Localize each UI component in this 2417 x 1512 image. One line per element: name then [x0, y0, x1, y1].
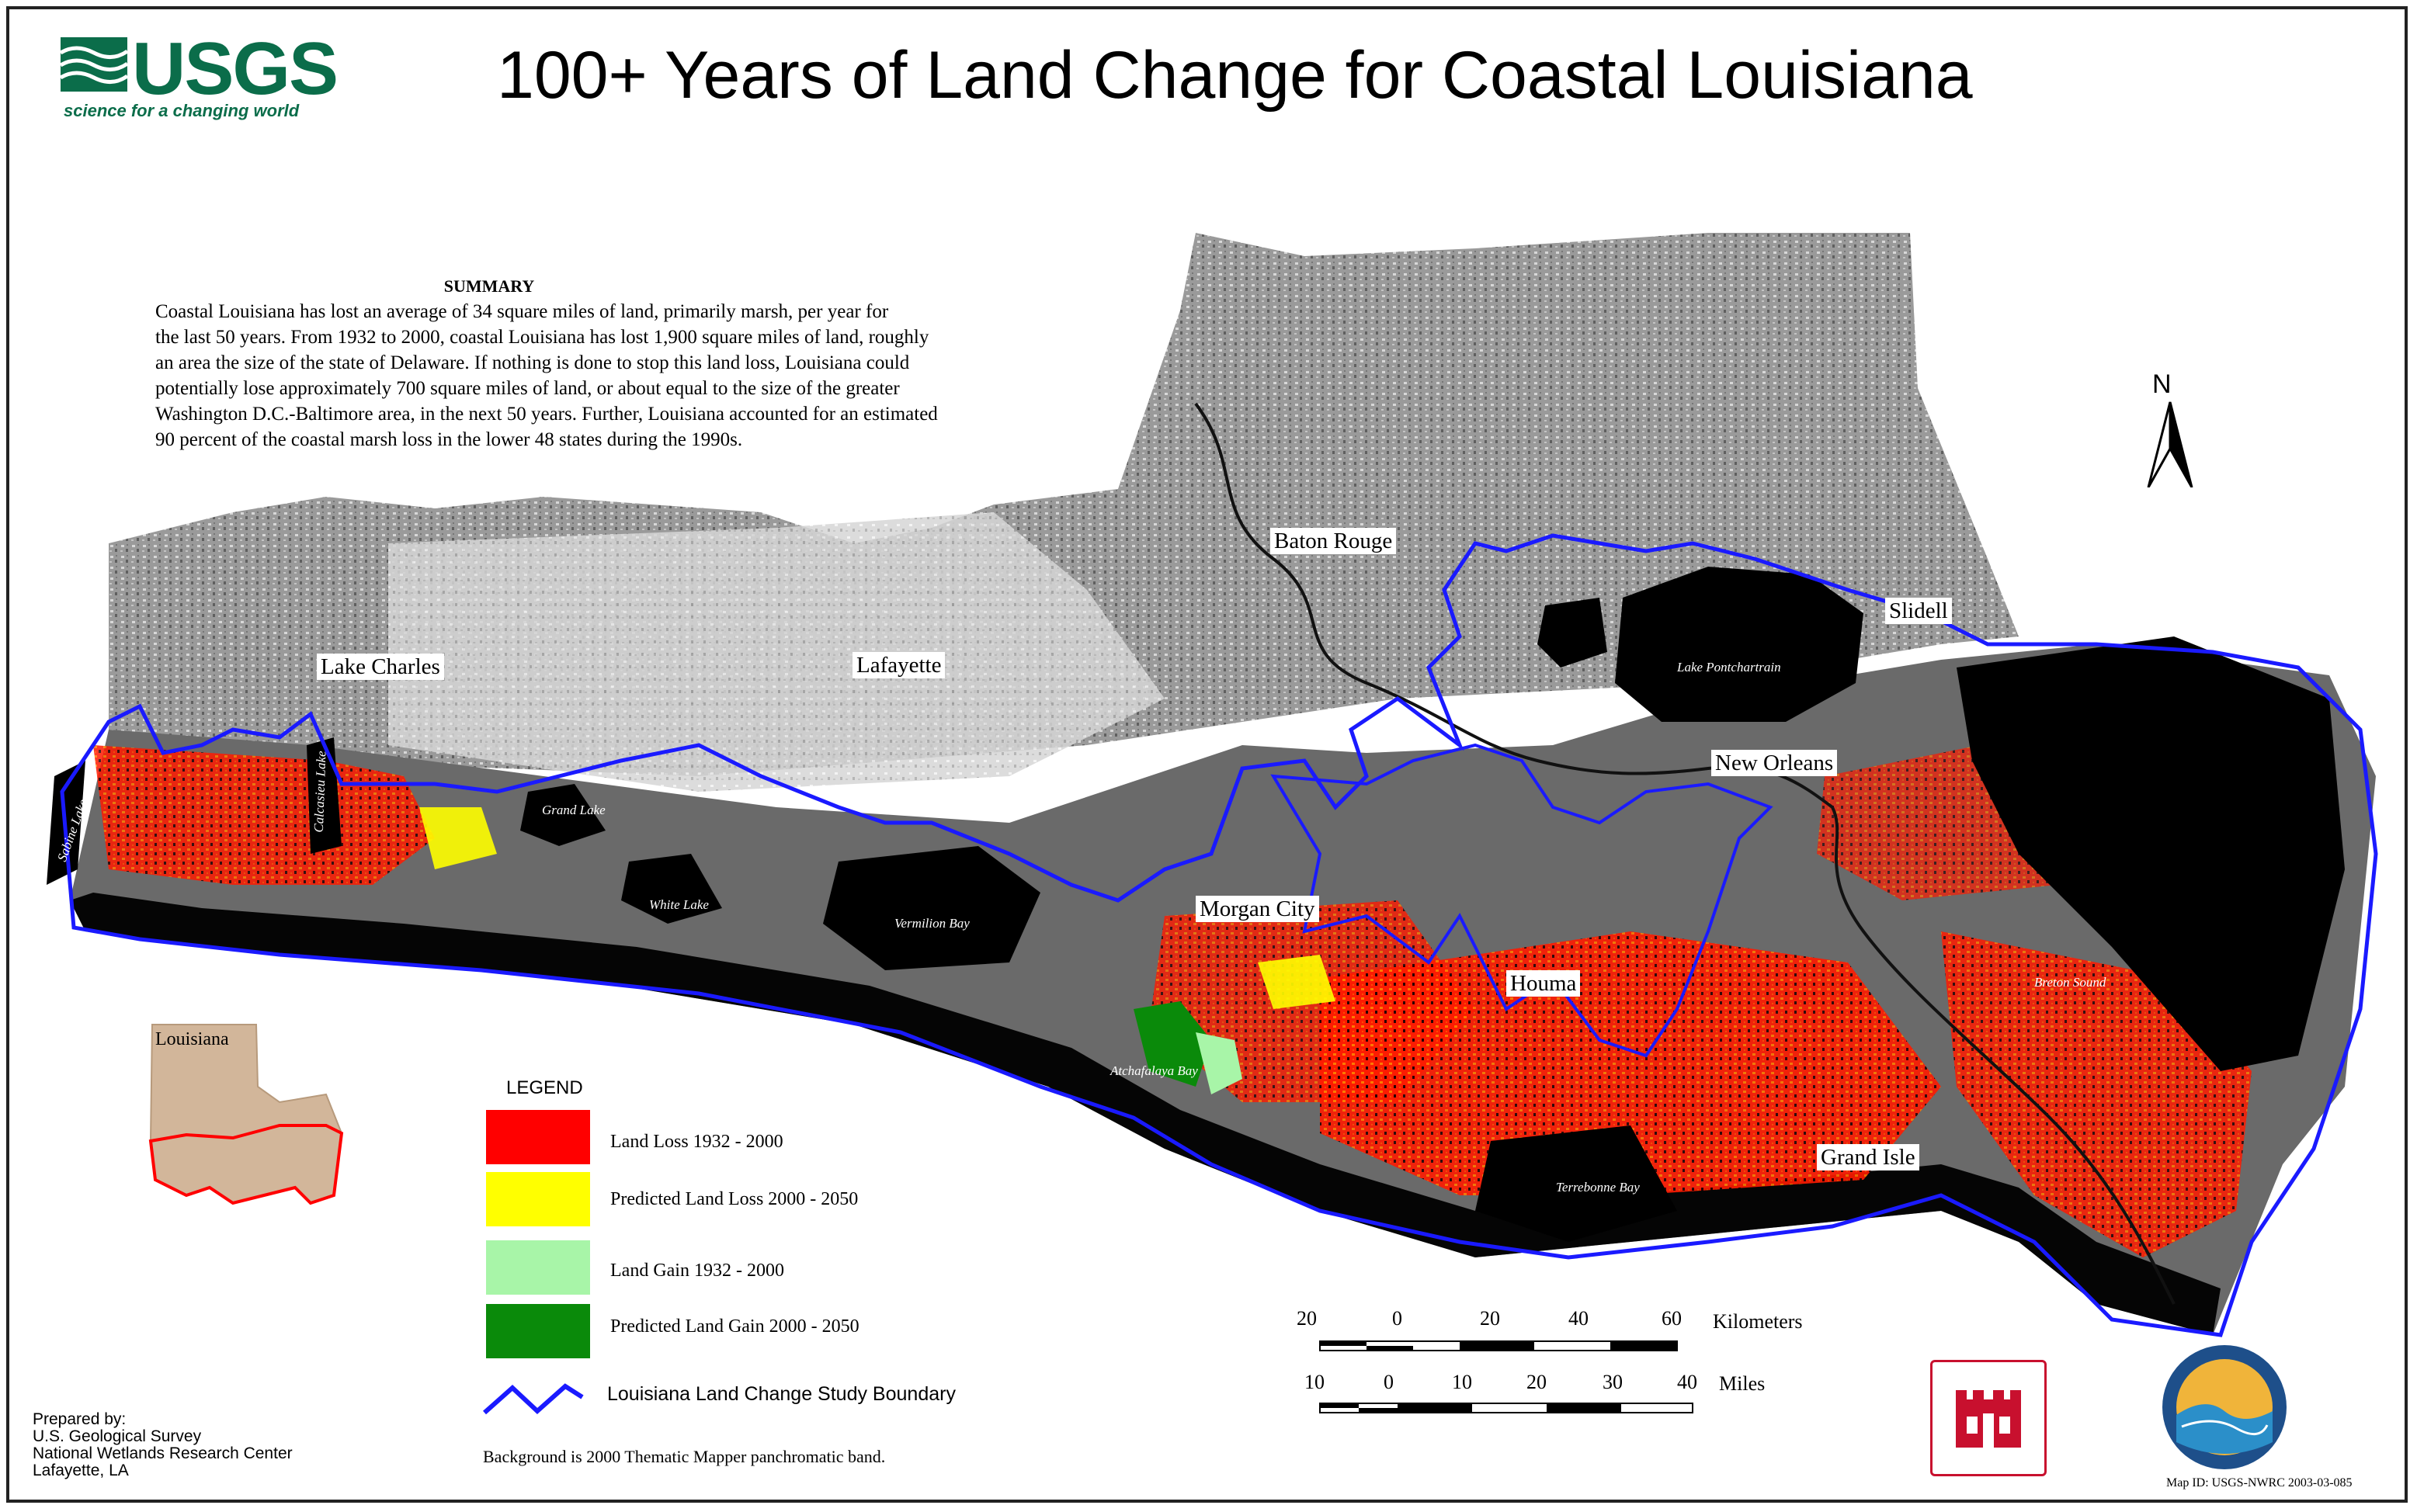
legend-swatch-land-gain: [486, 1240, 590, 1295]
logo-tagline: science for a changing world: [64, 101, 300, 120]
legend-title: LEGEND: [506, 1077, 583, 1098]
place-new-orleans: New Orleans: [1711, 750, 1838, 776]
scale-bar-km: [1319, 1340, 1678, 1351]
scale-mile-tick: 20: [1526, 1371, 1547, 1393]
water-calcasieu-lake: Calcasieu Lake: [311, 751, 329, 833]
grand-lake: [520, 784, 606, 846]
summary-block: SUMMARY Coastal Louisiana has lost an av…: [155, 273, 1118, 453]
north-label: N: [2152, 369, 2172, 399]
summary-line: Washington D.C.-Baltimore area, in the n…: [155, 404, 938, 425]
white-lake: [621, 854, 722, 924]
summary-line: potentially lose approximately 700 squar…: [155, 378, 900, 399]
water-atchafalaya-bay: Atchafalaya Bay: [1110, 1063, 1198, 1078]
legend-label: Predicted Land Loss 2000 - 2050: [610, 1189, 859, 1209]
place-baton-rouge: Baton Rouge: [1270, 528, 1397, 554]
water-vermilion-bay: Vermilion Bay: [894, 916, 970, 931]
summary-line: 90 percent of the coastal marsh loss in …: [155, 429, 743, 450]
north-arrow-icon: [2147, 401, 2193, 487]
map-id: Map ID: USGS-NWRC 2003-03-085: [2166, 1476, 2353, 1489]
scale-km-tick: 20: [1297, 1307, 1317, 1330]
lake-pontchartrain: [1615, 567, 1863, 722]
summary-line: the last 50 years. From 1932 to 2000, co…: [155, 327, 929, 348]
satellite-land-pale: [388, 512, 1165, 792]
usace-logo: [1930, 1360, 2047, 1476]
legend-label: Predicted Land Gain 2000 - 2050: [610, 1316, 859, 1337]
terrebonne-bay: [1475, 1125, 1677, 1242]
map-frame: [6, 6, 2408, 1503]
place-grand-isle: Grand Isle: [1817, 1144, 1919, 1170]
prepared-line: Lafayette, LA: [33, 1462, 129, 1479]
scale-km-unit: Kilometers: [1713, 1310, 1803, 1333]
water-grand-lake: Grand Lake: [542, 803, 606, 817]
legend-swatch-predicted-loss: [486, 1172, 590, 1226]
scale-mile-tick: 10: [1452, 1371, 1472, 1393]
scale-mile-tick: 0: [1384, 1371, 1394, 1393]
land-loss-west: [93, 745, 435, 885]
logo-text: USGS: [132, 27, 339, 110]
mississippi-river: [1194, 402, 2176, 1305]
water-terrebonne-bay: Terrebonne Bay: [1556, 1180, 1640, 1195]
scale-mile-tick: 10: [1304, 1371, 1325, 1393]
legend-label: Land Gain 1932 - 2000: [610, 1261, 784, 1281]
land-gain-atchafalaya: [1134, 1001, 1211, 1087]
place-lafayette: Lafayette: [853, 652, 946, 678]
scale-mile-tick: 40: [1677, 1371, 1697, 1393]
legend-label: Land Loss 1932 - 2000: [610, 1132, 783, 1152]
summary-heading: SUMMARY: [443, 276, 535, 296]
prepared-line: National Wetlands Research Center: [33, 1444, 293, 1462]
place-slidell: Slidell: [1885, 598, 1952, 624]
gulf-shoreline: [70, 893, 2221, 1335]
scale-km-tick: 40: [1568, 1307, 1589, 1330]
state-agency-seal-icon: [2162, 1345, 2287, 1469]
water-white-lake: White Lake: [649, 897, 709, 912]
legend-swatch-land-loss: [486, 1110, 590, 1164]
place-morgan-city: Morgan City: [1196, 896, 1319, 922]
scale-km-tick: 60: [1662, 1307, 1682, 1330]
usgs-waves-icon: [61, 37, 127, 92]
water-lake-pontchartrain: Lake Pontchartrain: [1677, 660, 1781, 675]
land-loss-terrebonne: [1320, 931, 1941, 1195]
scale-mile-tick: 30: [1603, 1371, 1623, 1393]
page-title: 100+ Years of Land Change for Coastal Lo…: [497, 38, 1973, 113]
legend-boundary-sample-icon: [483, 1383, 584, 1415]
vermilion-bay: [823, 846, 1040, 970]
breton-sound: [1957, 636, 2345, 1071]
louisiana-inset-map: [148, 1024, 344, 1205]
legend-boundary-label: Louisiana Land Change Study Boundary: [607, 1383, 956, 1405]
castle-icon: [1956, 1390, 2021, 1448]
study-boundary-inner: [1270, 743, 1773, 1058]
study-boundary: [60, 533, 2378, 1337]
prepared-line: Prepared by:: [33, 1410, 127, 1428]
land-gain-wax-lake: [1196, 1032, 1242, 1094]
background-note: Background is 2000 Thematic Mapper panch…: [483, 1447, 886, 1466]
scale-bar-miles: [1319, 1403, 1693, 1413]
lake-maurepas: [1537, 598, 1607, 668]
place-houma: Houma: [1506, 970, 1581, 997]
scale-km-tick: 20: [1480, 1307, 1500, 1330]
prepared-by: Prepared by: U.S. Geological Survey Nati…: [33, 1411, 293, 1479]
legend-swatch-predicted-gain: [486, 1304, 590, 1358]
usgs-logo: USGS science for a changing world: [61, 27, 339, 124]
summary-line: Coastal Louisiana has lost an average of…: [155, 301, 889, 322]
scale-mile-unit: Miles: [1719, 1372, 1766, 1395]
place-lake-charles: Lake Charles: [317, 654, 444, 680]
inset-label: Louisiana: [155, 1029, 229, 1049]
prepared-line: U.S. Geological Survey: [33, 1427, 202, 1445]
summary-line: an area the size of the state of Delawar…: [155, 352, 910, 373]
scale-km-tick: 0: [1392, 1307, 1402, 1330]
water-breton-sound: Breton Sound: [2034, 975, 2106, 990]
